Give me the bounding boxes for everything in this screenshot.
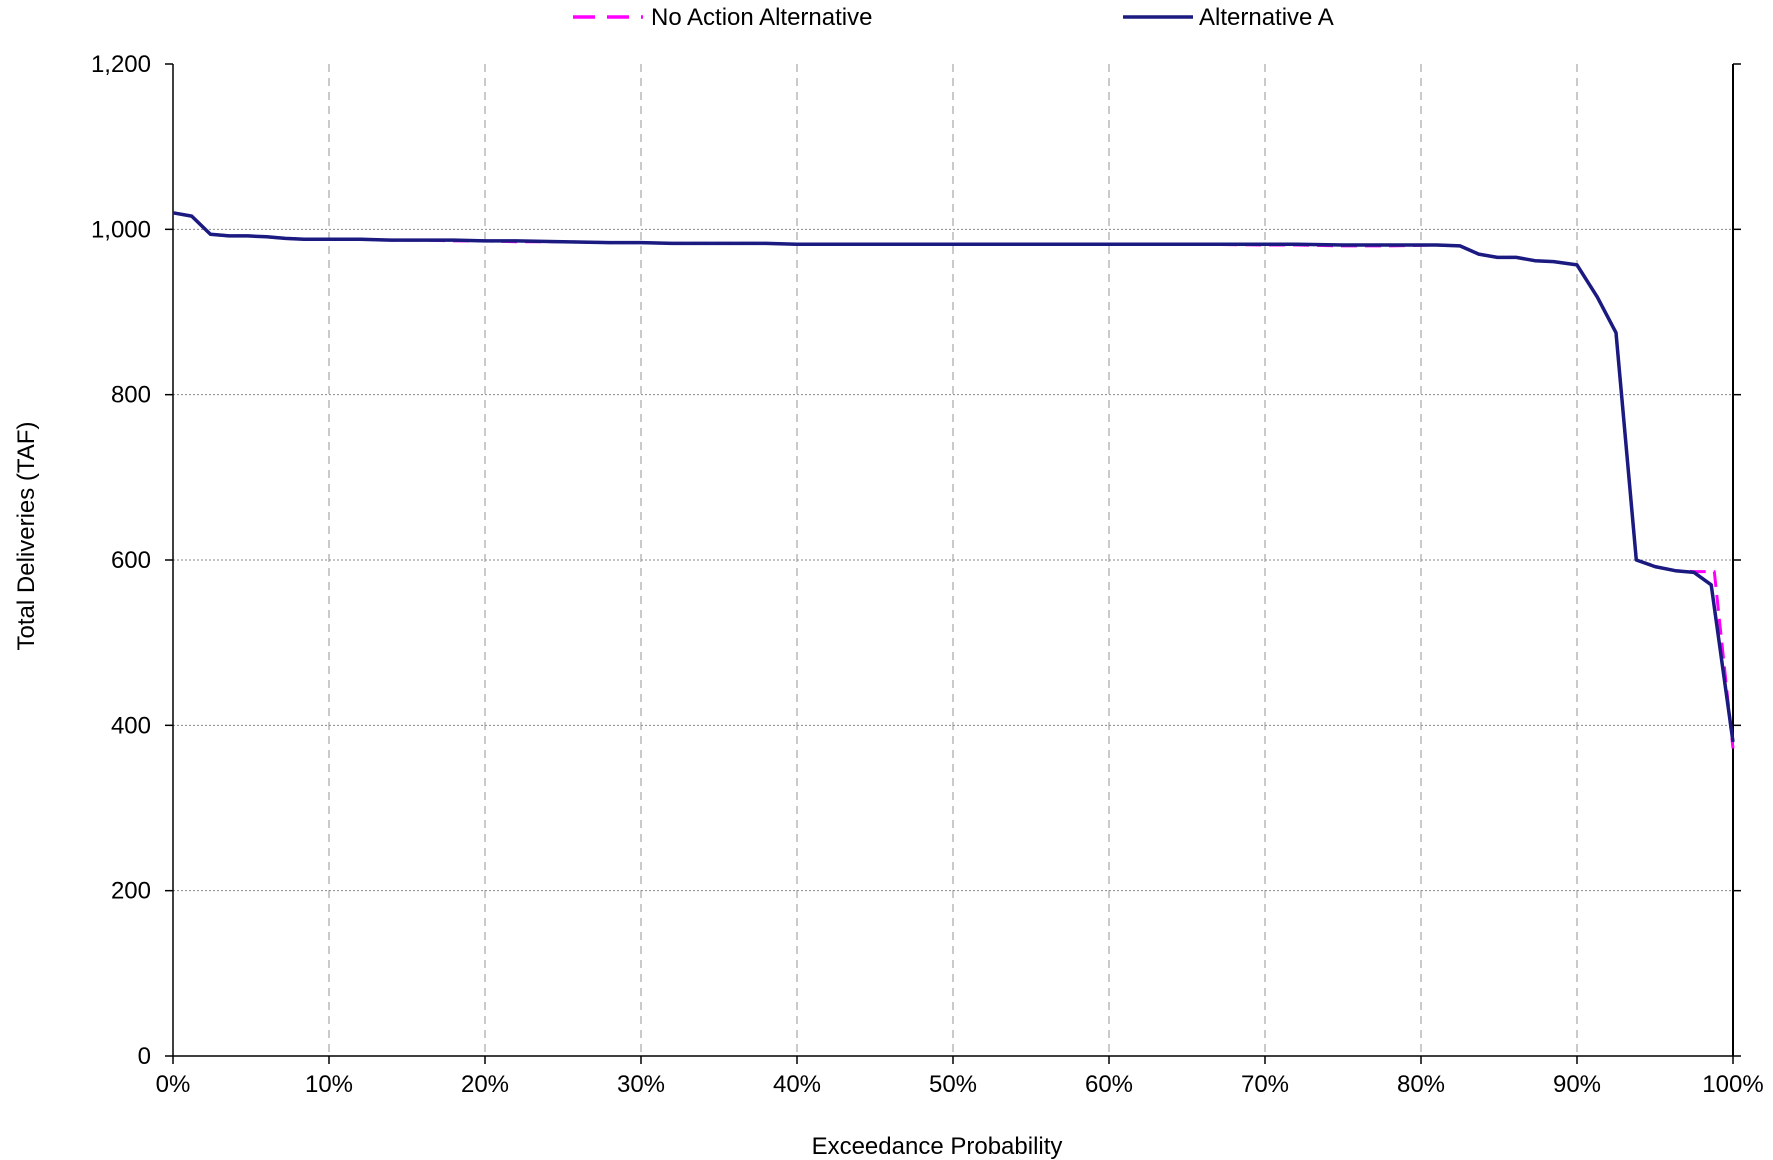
grid: [173, 64, 1733, 1056]
legend: No Action Alternative Alternative A: [573, 4, 1334, 31]
y-axis-title: Total Deliveries (TAF): [13, 422, 40, 651]
legend-label: No Action Alternative: [651, 4, 872, 31]
x-tick-label: 20%: [461, 1071, 509, 1098]
y-tick-label: 400: [111, 712, 151, 739]
series-line-alternative-a: [172, 211, 1735, 743]
series-lines: [172, 211, 1735, 749]
x-tick-label: 40%: [773, 1071, 821, 1098]
x-tick-label: 70%: [1241, 1071, 1289, 1098]
x-tick-label: 10%: [305, 1071, 353, 1098]
x-tick-label: 60%: [1085, 1071, 1133, 1098]
y-tick-label: 1,200: [91, 51, 151, 78]
x-tick-label: 100%: [1702, 1071, 1763, 1098]
legend-label: Alternative A: [1199, 4, 1334, 31]
x-tick-label: 50%: [929, 1071, 977, 1098]
x-tick-label: 0%: [156, 1071, 191, 1098]
x-tick-label: 80%: [1397, 1071, 1445, 1098]
x-tick-label: 30%: [617, 1071, 665, 1098]
y-tick-label: 200: [111, 878, 151, 905]
y-tick-label: 800: [111, 382, 151, 409]
y-tick-label: 1,000: [91, 216, 151, 243]
axes: [165, 63, 1741, 1064]
x-axis-title: Exceedance Probability: [812, 1133, 1063, 1160]
y-tick-label: 600: [111, 547, 151, 574]
y-tick-label: 0: [138, 1043, 151, 1070]
x-tick-label: 90%: [1553, 1071, 1601, 1098]
tick-labels: 0 200 400 600 800 1,000 1,200 0% 10% 20% 30% 40% 50%…: [91, 51, 1764, 1098]
